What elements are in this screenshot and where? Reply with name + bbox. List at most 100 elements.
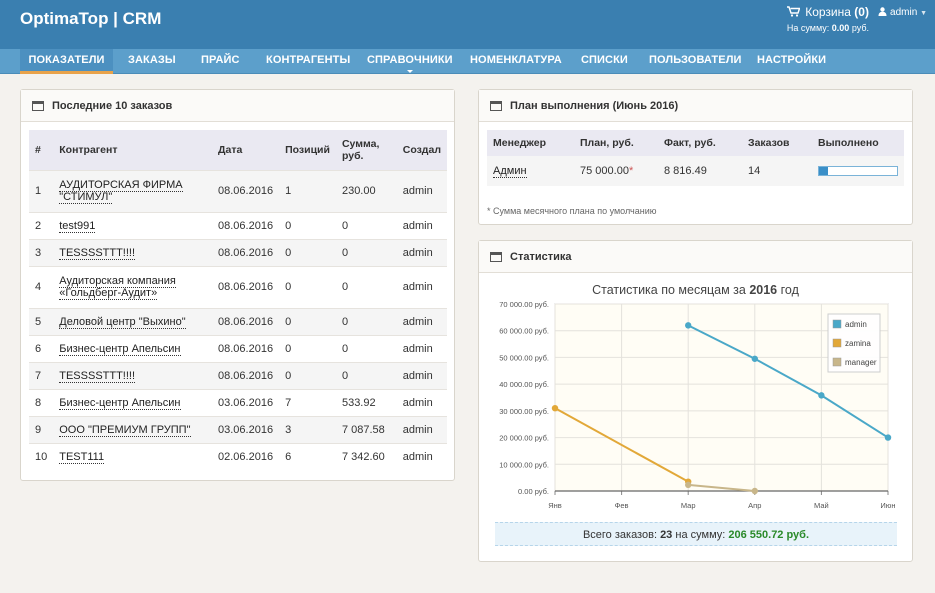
- counterparty-link[interactable]: АУДИТОРСКАЯ ФИРМА: [59, 179, 183, 192]
- created-by-cell: admin: [396, 361, 447, 389]
- data-point-admin: [884, 434, 892, 441]
- totals-label: Всего заказов:: [582, 529, 657, 541]
- positions-cell: 7: [279, 388, 336, 416]
- counterparty-link[interactable]: TEST111: [59, 450, 105, 464]
- col-date[interactable]: Дата: [212, 130, 280, 170]
- y-tick-label: 0.00 руб.: [518, 487, 549, 496]
- manager-link[interactable]: Админ: [493, 165, 527, 178]
- nav-item-references[interactable]: СПРАВОЧНИКИ: [367, 49, 453, 74]
- counterparty-link[interactable]: Аудиторская компания: [59, 275, 176, 288]
- table-row: Админ 75 000.00* 8 816.49 14: [487, 156, 904, 186]
- cart-label: Корзина: [805, 5, 851, 19]
- cart-sum-label: На сумму:: [786, 23, 830, 33]
- col-sum-line1: Сумма,: [341, 137, 380, 150]
- chart-title-year: 2016: [749, 283, 778, 297]
- col-sum[interactable]: Сумма, руб.: [335, 130, 397, 170]
- totals-bar: Всего заказов: 23 на сумму: 206 550.72 р…: [495, 522, 897, 546]
- counterparty-link[interactable]: Бизнес-центр Апельсин: [59, 342, 181, 356]
- col-sum-line2: руб.: [341, 149, 364, 162]
- counterparty-cell: Бизнес-центр Апельсин: [53, 388, 213, 416]
- nav-item-users[interactable]: ПОЛЬЗОВАТЕЛИ: [649, 54, 742, 66]
- manager-cell: Админ: [487, 156, 574, 186]
- cart-count: (0): [854, 5, 869, 19]
- counterparty-cell: Аудиторская компания «Гольдберг-Аудит»: [53, 265, 213, 308]
- col-fact: Факт, руб.: [658, 130, 742, 156]
- y-tick-label: 30 000.00 руб.: [499, 407, 549, 416]
- nav-item-lists[interactable]: СПИСКИ: [581, 54, 628, 66]
- table-icon: [32, 101, 44, 111]
- nav-item-settings[interactable]: НАСТРОЙКИ: [757, 54, 827, 66]
- y-tick-label: 50 000.00 руб.: [499, 353, 549, 362]
- table-row: 6 Бизнес-центр Апельсин 08.06.2016 0 0 a…: [29, 334, 447, 362]
- counterparty-link[interactable]: ООО "ПРЕМИУМ ГРУПП": [59, 423, 191, 437]
- counterparty-link[interactable]: TESSSSTTT!!!!: [59, 369, 136, 383]
- cart-widget[interactable]: Корзина (0) На сумму: 0.00 руб.: [786, 5, 869, 33]
- nav-item-counterparties[interactable]: КОНТРАГЕНТЫ: [266, 54, 351, 66]
- x-tick-label: Мар: [681, 501, 696, 510]
- table-row: 7 TESSSSTTT!!!! 08.06.2016 0 0 admin: [29, 361, 447, 389]
- positions-cell: 0: [279, 334, 336, 362]
- sum-cell: 0: [335, 211, 397, 239]
- counterparty-link-line2[interactable]: «Гольдберг-Аудит»: [59, 287, 158, 300]
- date-cell: 08.06.2016: [212, 238, 280, 266]
- y-tick-label: 60 000.00 руб.: [499, 327, 549, 336]
- col-counterparty[interactable]: Контрагент: [53, 130, 213, 170]
- table-row: 1 АУДИТОРСКАЯ ФИРМА "СТИМУЛ" 08.06.2016 1…: [29, 169, 447, 212]
- positions-cell: 0: [279, 361, 336, 389]
- data-point-zamina: [551, 404, 559, 412]
- row-number: 5: [29, 307, 54, 335]
- row-number: 2: [29, 211, 54, 239]
- counterparty-link[interactable]: Бизнес-центр Апельсин: [59, 396, 181, 410]
- brand-logo[interactable]: OptimaTop | CRM: [20, 9, 162, 28]
- orders-count-cell: 14: [742, 156, 812, 186]
- col-positions[interactable]: Позиций: [279, 130, 336, 170]
- series-line-admin: [687, 324, 889, 439]
- table-row: 3 TESSSSTTT!!!! 08.06.2016 0 0 admin: [29, 238, 447, 266]
- created-by-cell: admin: [396, 415, 447, 443]
- plan-panel: План выполнения (Июнь 2016) Менеджер Пла…: [478, 89, 913, 225]
- data-point-manager: [685, 481, 692, 489]
- legend-label-zamina: zamina: [845, 339, 871, 348]
- col-number[interactable]: #: [29, 130, 54, 170]
- nav-item-price[interactable]: ПРАЙС: [201, 54, 240, 66]
- totals-sum: 206 550.72 руб.: [728, 529, 810, 541]
- table-row: 10 TEST111 02.06.2016 6 7 342.60 admin: [29, 442, 447, 470]
- col-created-by[interactable]: Создал: [396, 130, 447, 170]
- sum-cell: 0: [335, 307, 397, 335]
- counterparty-link[interactable]: test991: [59, 219, 96, 233]
- plan-table-header: Менеджер План, руб. Факт, руб. Заказов В…: [487, 130, 904, 156]
- user-name: admin: [890, 7, 918, 18]
- legend-swatch-manager: [832, 357, 842, 367]
- counterparty-cell: ООО "ПРЕМИУМ ГРУПП": [53, 415, 213, 443]
- progress-bar: [818, 166, 898, 176]
- top-bar: OptimaTop | CRM Корзина (0) На сумму: 0.…: [0, 0, 935, 49]
- legend-swatch-zamina: [832, 338, 842, 348]
- x-tick-label: Апр: [748, 501, 761, 510]
- orders-panel-header: Последние 10 заказов: [21, 90, 454, 122]
- plan-panel-header: План выполнения (Июнь 2016): [479, 90, 912, 122]
- y-tick-label: 70 000.00 руб.: [499, 300, 549, 309]
- date-cell: 03.06.2016: [212, 415, 280, 443]
- nav-item-orders[interactable]: ЗАКАЗЫ: [128, 54, 176, 66]
- counterparty-cell: TESSSSTTT!!!!: [53, 238, 213, 266]
- x-tick-label: Июн: [880, 501, 895, 510]
- stats-panel-header: Статистика: [479, 241, 912, 273]
- sum-cell: 0: [335, 265, 397, 308]
- date-cell: 08.06.2016: [212, 211, 280, 239]
- sum-cell: 0: [335, 361, 397, 389]
- date-cell: 08.06.2016: [212, 361, 280, 389]
- cart-sum-currency: руб.: [851, 23, 869, 33]
- nav-item-nomenclature[interactable]: НОМЕНКЛАТУРА: [470, 54, 562, 66]
- nav-item-indicators[interactable]: ПОКАЗАТЕЛИ: [20, 49, 113, 74]
- col-done: Выполнено: [812, 130, 904, 156]
- positions-cell: 0: [279, 211, 336, 239]
- counterparty-link[interactable]: Деловой центр "Выхино": [59, 315, 186, 329]
- y-tick-label: 20 000.00 руб.: [499, 434, 549, 443]
- counterparty-link[interactable]: TESSSSTTT!!!!: [59, 246, 136, 260]
- line-chart: 0.00 руб. 10 000.00 руб. 20 000.00 руб. 30 …: [499, 300, 895, 510]
- user-menu[interactable]: admin ▼: [878, 7, 927, 18]
- counterparty-cell: АУДИТОРСКАЯ ФИРМА "СТИМУЛ": [53, 169, 213, 212]
- row-number: 10: [29, 442, 54, 470]
- table-row: 8 Бизнес-центр Апельсин 03.06.2016 7 533…: [29, 388, 447, 416]
- counterparty-link-line2[interactable]: "СТИМУЛ": [59, 191, 113, 204]
